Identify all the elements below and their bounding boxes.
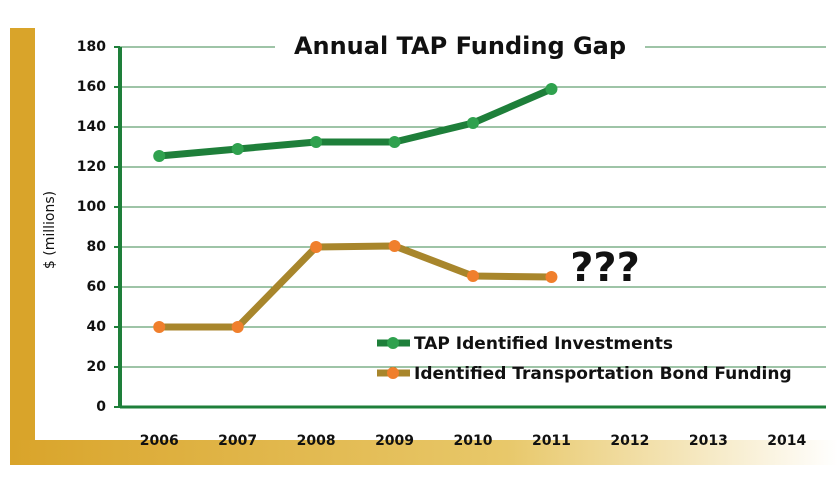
point bbox=[545, 83, 558, 95]
legend-marker bbox=[387, 367, 399, 379]
x-tick-label: 2014 bbox=[767, 433, 806, 449]
y-axis-label: $ (millions) bbox=[42, 191, 58, 269]
x-tick-label: 2007 bbox=[218, 433, 257, 449]
plot: 0 20 40 60 80 100 120 140 160 180 2006 2007 2008 2009… bbox=[77, 39, 826, 449]
point bbox=[467, 270, 479, 282]
x-tick-label: 2013 bbox=[689, 433, 728, 449]
x-tick-label: 2011 bbox=[532, 433, 571, 449]
series-line bbox=[158, 85, 553, 160]
y-tick-label: 80 bbox=[87, 239, 107, 255]
point bbox=[545, 271, 558, 283]
legend-marker bbox=[387, 337, 399, 349]
y-tick-label: 160 bbox=[77, 79, 106, 95]
point bbox=[388, 136, 401, 148]
point bbox=[310, 241, 323, 253]
point bbox=[231, 143, 244, 155]
y-tick-label: 40 bbox=[87, 319, 107, 335]
y-tick-label: 180 bbox=[77, 39, 106, 55]
y-tick-label: 20 bbox=[87, 359, 107, 375]
x-tick-label: 2012 bbox=[610, 433, 649, 449]
point bbox=[467, 117, 479, 129]
x-tick-label: 2009 bbox=[375, 433, 414, 449]
y-tick-label: 120 bbox=[77, 159, 106, 175]
y-tick-label: 100 bbox=[77, 199, 106, 215]
x-tick-label: 2008 bbox=[297, 433, 336, 449]
series-line bbox=[159, 242, 552, 331]
point bbox=[231, 321, 244, 333]
x-tick-label: 2010 bbox=[454, 433, 493, 449]
legend-label: Identified Transportation Bond Funding bbox=[414, 364, 792, 384]
point bbox=[153, 321, 166, 333]
legend-label: TAP Identified Investments bbox=[414, 334, 673, 354]
frame-bottom bbox=[10, 440, 838, 465]
annotation: ??? bbox=[570, 245, 640, 291]
y-tick-label: 140 bbox=[77, 119, 106, 135]
x-tick-label: 2006 bbox=[140, 433, 179, 449]
point bbox=[153, 150, 166, 162]
point bbox=[388, 240, 401, 252]
y-tick-label: 60 bbox=[87, 279, 107, 295]
y-tick-label: 0 bbox=[96, 399, 106, 415]
frame-left bbox=[10, 28, 35, 465]
title-bg bbox=[275, 30, 645, 66]
chart-title: Annual TAP Funding Gap bbox=[294, 32, 626, 60]
point bbox=[310, 136, 323, 148]
